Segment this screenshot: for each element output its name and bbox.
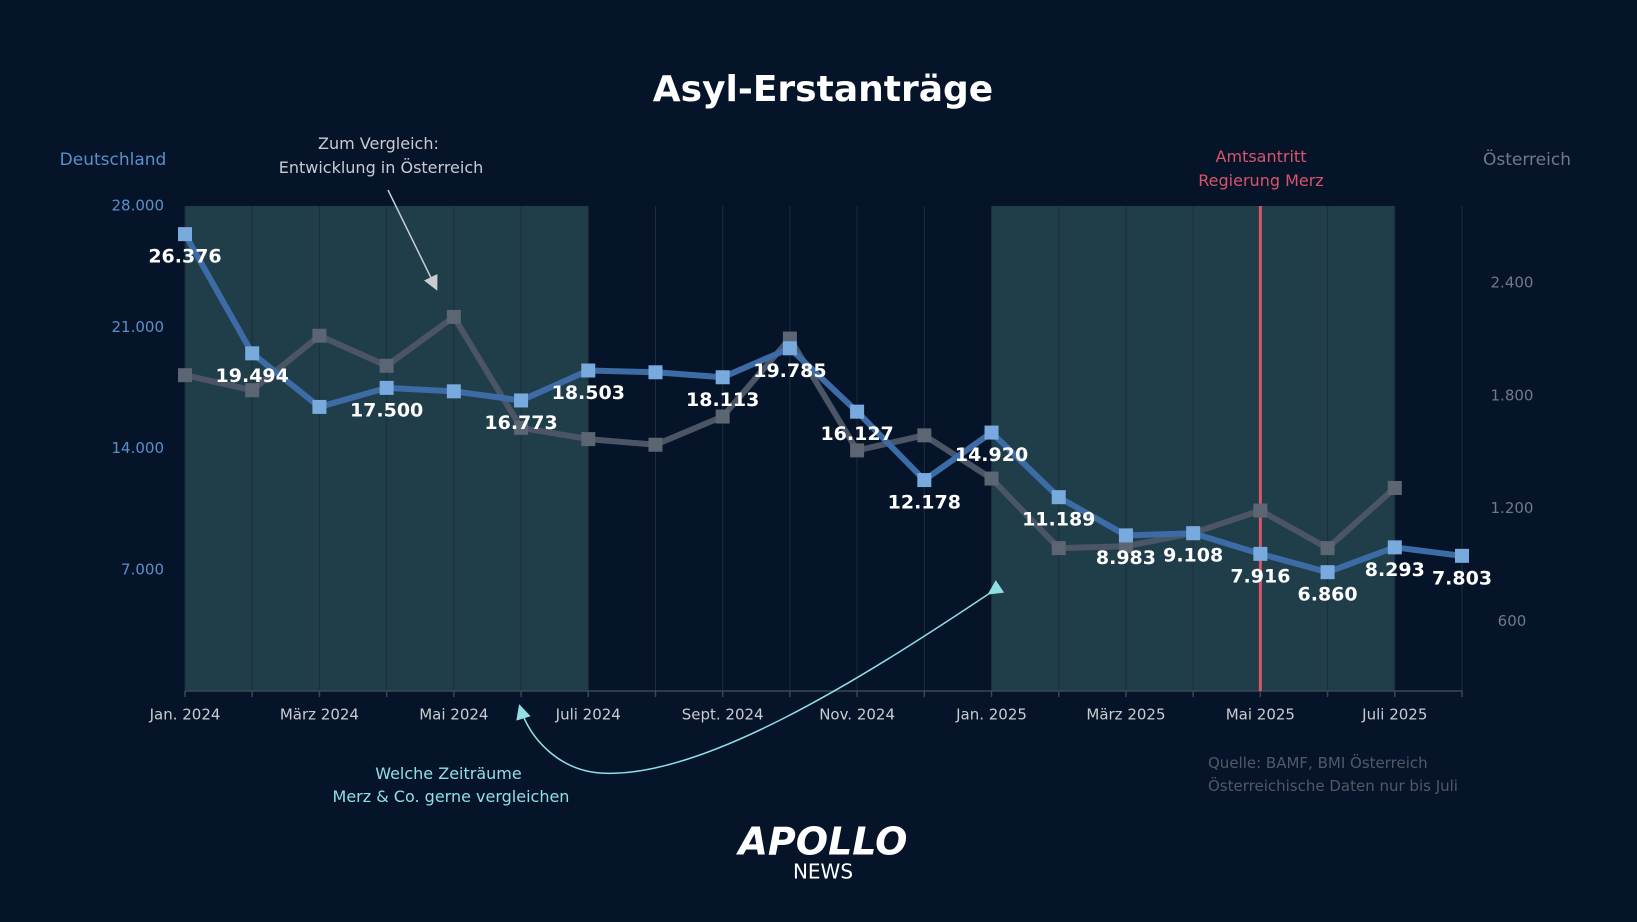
- x-tick-label: Sept. 2024: [682, 706, 764, 724]
- data-label: 14.920: [955, 444, 1028, 466]
- x-tick-label: Jan. 2025: [955, 706, 1027, 724]
- annotation: Zum Vergleich: Entwicklung in Österreich: [279, 134, 484, 177]
- point: [1387, 480, 1402, 495]
- point: [984, 471, 999, 486]
- data-label: 12.178: [888, 492, 961, 514]
- x-tick-label: März 2024: [280, 706, 359, 724]
- point: [1118, 539, 1133, 554]
- point: [917, 428, 932, 443]
- data-label: 6.860: [1298, 584, 1358, 606]
- annotation: Welche Zeiträume Merz & Co. gerne vergle…: [333, 764, 570, 806]
- y-tick-label: 14.000: [112, 439, 165, 457]
- point: [1455, 548, 1469, 563]
- source: Quelle: BAMF, BMI Österreich Österreichi…: [1208, 753, 1458, 795]
- point: [1253, 546, 1268, 561]
- data-label: 26.376: [148, 246, 221, 268]
- chart-title: Asyl-Erstanträge: [653, 69, 993, 110]
- marker-line-label: Amtsantritt Regierung Merz: [1198, 147, 1323, 190]
- point: [648, 365, 663, 380]
- data-label: 11.189: [1022, 509, 1095, 531]
- marker-line-label-line: Amtsantritt: [1216, 147, 1307, 166]
- point: [1051, 490, 1066, 505]
- point: [178, 368, 192, 383]
- point: [514, 393, 529, 408]
- annotation-arrow: [516, 580, 1005, 775]
- y-tick-label: 28.000: [112, 197, 165, 215]
- y2-axis-label: Österreich: [1483, 148, 1571, 170]
- point: [446, 384, 461, 399]
- y2-tick-label: 2.400: [1491, 274, 1534, 292]
- point: [984, 425, 999, 440]
- data-label: 8.293: [1365, 559, 1425, 581]
- y-tick-label: 7.000: [121, 560, 164, 578]
- annotation-arrow: [387, 189, 438, 291]
- marker-line-label-line: Regierung Merz: [1198, 171, 1323, 190]
- point: [1186, 526, 1201, 541]
- point: [1253, 503, 1268, 518]
- point: [1118, 528, 1133, 543]
- data-label: 7.803: [1432, 567, 1492, 589]
- point: [715, 370, 730, 385]
- point: [245, 346, 260, 361]
- point: [178, 227, 192, 242]
- y-tick-label: 21.000: [112, 318, 165, 336]
- point: [1320, 541, 1335, 556]
- series-line: [182, 232, 1463, 576]
- data-label: 18.503: [552, 382, 625, 404]
- point: [648, 437, 663, 452]
- data-label: 17.500: [350, 399, 423, 421]
- point: [379, 380, 394, 395]
- logo-sub: NEWS: [793, 860, 853, 884]
- point: [514, 420, 529, 435]
- annotation-line: Welche Zeiträume: [375, 764, 522, 783]
- point: [782, 341, 797, 356]
- data-label: 9.108: [1163, 545, 1223, 567]
- data-label: 8.983: [1096, 547, 1156, 569]
- x-tick-label: Juli 2025: [1361, 706, 1427, 724]
- point: [1051, 541, 1066, 556]
- point: [245, 383, 260, 398]
- point: [917, 473, 932, 488]
- x-tick-label: Juli 2024: [555, 706, 621, 724]
- x-tick-label: Mai 2024: [419, 706, 488, 724]
- point: [850, 443, 865, 458]
- data-label: 19.785: [753, 360, 826, 382]
- point: [1387, 540, 1402, 555]
- x-tick-label: Jan. 2024: [149, 706, 221, 724]
- y2-tick-label: 600: [1498, 612, 1527, 630]
- logo: APOLLO: [736, 820, 908, 864]
- x-tick-label: Nov. 2024: [819, 706, 895, 724]
- point: [715, 409, 730, 424]
- y2-tick-label: 1.800: [1491, 386, 1534, 404]
- x-tick-label: März 2025: [1086, 706, 1165, 724]
- annotation-line: Merz & Co. gerne vergleichen: [333, 787, 570, 806]
- point: [1320, 565, 1335, 580]
- point: [850, 404, 865, 419]
- source-line: Quelle: BAMF, BMI Österreich: [1208, 753, 1428, 772]
- data-label: 16.773: [484, 412, 557, 434]
- point: [312, 399, 327, 414]
- data-label: 16.127: [820, 423, 893, 445]
- point: [312, 328, 327, 343]
- x-tick-label: Mai 2025: [1226, 706, 1295, 724]
- y2-tick-label: 1.200: [1491, 499, 1534, 517]
- data-label: 19.494: [216, 365, 289, 387]
- data-label: 18.113: [686, 389, 759, 411]
- source-line: Österreichische Daten nur bis Juli: [1208, 776, 1458, 795]
- point: [379, 358, 394, 373]
- point: [581, 363, 596, 378]
- data-label: 7.916: [1230, 565, 1290, 587]
- point: [446, 309, 461, 324]
- y-axis-label: Deutschland: [60, 150, 167, 170]
- annotation-line: Entwicklung in Österreich: [279, 158, 484, 177]
- point: [581, 432, 596, 447]
- annotation-line: Zum Vergleich:: [318, 134, 439, 153]
